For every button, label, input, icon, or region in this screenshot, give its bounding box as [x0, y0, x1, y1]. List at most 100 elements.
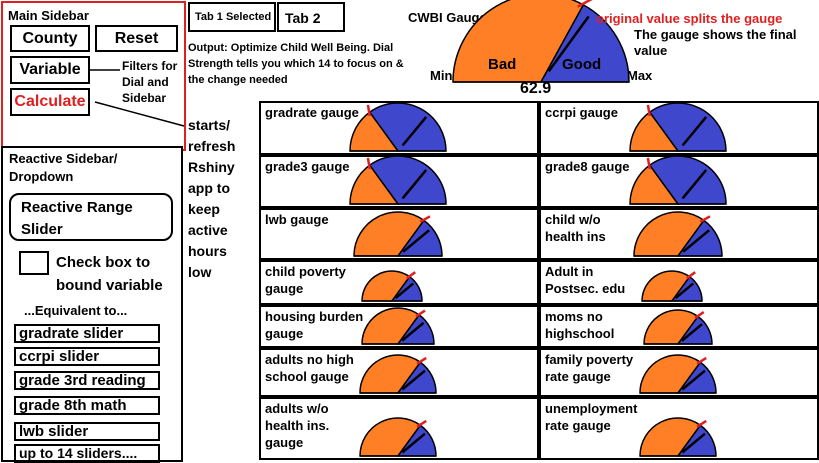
gauge-cell: housing burden gauge	[259, 305, 539, 348]
small-gauge-9-split-marker	[694, 311, 705, 320]
small-gauge-0-good-segment	[368, 102, 447, 152]
small-gauge-3-good-segment	[648, 155, 727, 205]
cwbi-gauge-split-marker	[577, 0, 593, 8]
small-gauge-8-needle	[401, 321, 425, 342]
gauge-cell: gradrate gauge	[259, 101, 539, 155]
tab-2[interactable]: Tab 2	[277, 2, 345, 32]
small-gauge-0	[349, 102, 447, 152]
gauge-label: moms no highschool	[545, 309, 615, 341]
gauge-annotation-black: The gauge shows the final value	[634, 27, 797, 58]
small-gauge-9	[643, 309, 713, 345]
small-gauge-5-needle	[682, 229, 710, 253]
small-gauge-10-bad-segment	[359, 354, 422, 394]
gauge-label: unemployment rate gauge	[545, 401, 638, 433]
main-sidebar-title: Main Sidebar	[8, 8, 89, 23]
gauge-label: gradrate gauge	[265, 105, 359, 120]
gauge-label: grade8 gauge	[545, 159, 630, 174]
small-gauge-2-split-marker	[366, 157, 371, 170]
small-gauge-13-needle	[681, 432, 706, 454]
gauge-label: family poverty rate gauge	[545, 352, 634, 384]
small-gauge-7-needle	[674, 282, 695, 300]
small-gauge-13-split-marker	[696, 419, 707, 428]
small-gauge-10	[359, 354, 437, 394]
small-gauge-1-good-segment	[648, 102, 727, 152]
small-gauge-13-bad-segment	[639, 417, 702, 457]
grade8-math-slider[interactable]: grade 8th math	[14, 396, 160, 415]
variable-button[interactable]: Variable	[10, 56, 90, 84]
small-gauge-11-bad-segment	[639, 354, 702, 394]
small-gauge-10-split-marker	[416, 356, 427, 365]
cwbi-gauge	[452, 0, 630, 83]
small-gauge-3-needle	[681, 169, 708, 200]
small-gauge-6-needle	[394, 282, 415, 300]
small-gauge-8	[361, 307, 435, 345]
gauge-cell: adults no high school gauge	[259, 348, 539, 397]
equivalent-label: ...Equivalent to...	[24, 303, 128, 318]
more-sliders: up to 14 sliders....	[14, 444, 160, 463]
small-gauge-3	[629, 155, 727, 205]
calculate-note: starts/ refresh Rshiny app to keep activ…	[188, 117, 236, 280]
reactive-sidebar-title: Reactive Sidebar/ Dropdown	[9, 151, 118, 184]
cwbi-gauge-good-segment	[539, 3, 630, 83]
small-gauge-0-split-marker	[366, 104, 371, 117]
gauge-max-label: Max	[627, 68, 653, 83]
small-gauge-7-bad-segment	[641, 270, 691, 302]
small-gauge-2-needle	[401, 169, 428, 200]
small-gauge-8-bad-segment	[361, 307, 421, 345]
lwb-slider[interactable]: lwb slider	[14, 422, 160, 441]
small-gauge-4-needle	[402, 229, 430, 253]
small-gauge-11	[639, 354, 717, 394]
gradrate-slider[interactable]: gradrate slider	[14, 324, 160, 343]
small-gauge-12	[359, 417, 437, 457]
gauge-label: child w/o health ins	[545, 212, 606, 244]
small-gauge-5-bad-segment	[633, 211, 705, 257]
gauge-bad-label: Bad	[488, 56, 517, 73]
cwbi-gauge-bad-segment	[452, 0, 585, 83]
cwbi-gauge-needle	[547, 15, 590, 73]
grade3-reading-slider[interactable]: grade 3rd reading	[14, 371, 160, 390]
small-gauge-6	[361, 270, 423, 302]
gauge-cell: Adult in Postsec. edu	[539, 260, 819, 305]
small-gauge-7	[641, 270, 703, 302]
gauge-cell: lwb gauge	[259, 208, 539, 260]
small-gauge-11-needle	[681, 369, 706, 391]
gauge-label: adults no high school gauge	[265, 352, 354, 384]
gauge-cell: ccrpi gauge	[539, 101, 819, 155]
calculate-button[interactable]: Calculate	[10, 88, 90, 116]
reset-button[interactable]: Reset	[95, 25, 178, 52]
reactive-range-slider[interactable]: Reactive Range Slider	[9, 193, 173, 241]
small-gauge-1	[629, 102, 727, 152]
bound-checkbox[interactable]	[19, 251, 49, 275]
output-note: Output: Optimize Child Well Being. Dial …	[188, 42, 404, 86]
gauge-cell: child w/o health ins	[539, 208, 819, 260]
gauge-cell: moms no highschool	[539, 305, 819, 348]
small-gauge-5-split-marker	[699, 215, 711, 223]
small-gauge-11-split-marker	[696, 356, 707, 365]
small-gauge-12-bad-segment	[359, 417, 422, 457]
gauge-label: grade3 gauge	[265, 159, 350, 174]
small-gauge-6-bad-segment	[361, 270, 411, 302]
small-gauge-4	[353, 211, 443, 257]
gauge-label: adults w/o health ins. gauge	[265, 401, 330, 450]
small-gauge-12-needle	[401, 432, 426, 454]
small-gauge-10-needle	[401, 369, 426, 391]
small-gauge-2-good-segment	[368, 155, 447, 205]
small-gauge-8-split-marker	[415, 309, 426, 318]
gauge-min-label: Min	[430, 68, 453, 83]
small-gauge-13	[639, 417, 717, 457]
tab-1[interactable]: Tab 1 Selected	[188, 2, 276, 32]
small-gauge-1-split-marker	[646, 104, 651, 117]
main-gauge-title: CWBI Gauge	[408, 10, 487, 25]
gauge-label: ccrpi gauge	[545, 105, 618, 120]
gauge-label: child poverty gauge	[265, 264, 346, 296]
small-gauge-12-split-marker	[416, 419, 427, 428]
small-gauge-7-split-marker	[686, 271, 696, 280]
county-button[interactable]: County	[10, 25, 90, 52]
gauge-cell: unemployment rate gauge	[539, 397, 819, 460]
gauge-label: lwb gauge	[265, 212, 329, 227]
gauge-cell: child poverty gauge	[259, 260, 539, 305]
ccrpi-slider[interactable]: ccrpi slider	[14, 347, 160, 366]
gauge-cell: family poverty rate gauge	[539, 348, 819, 397]
